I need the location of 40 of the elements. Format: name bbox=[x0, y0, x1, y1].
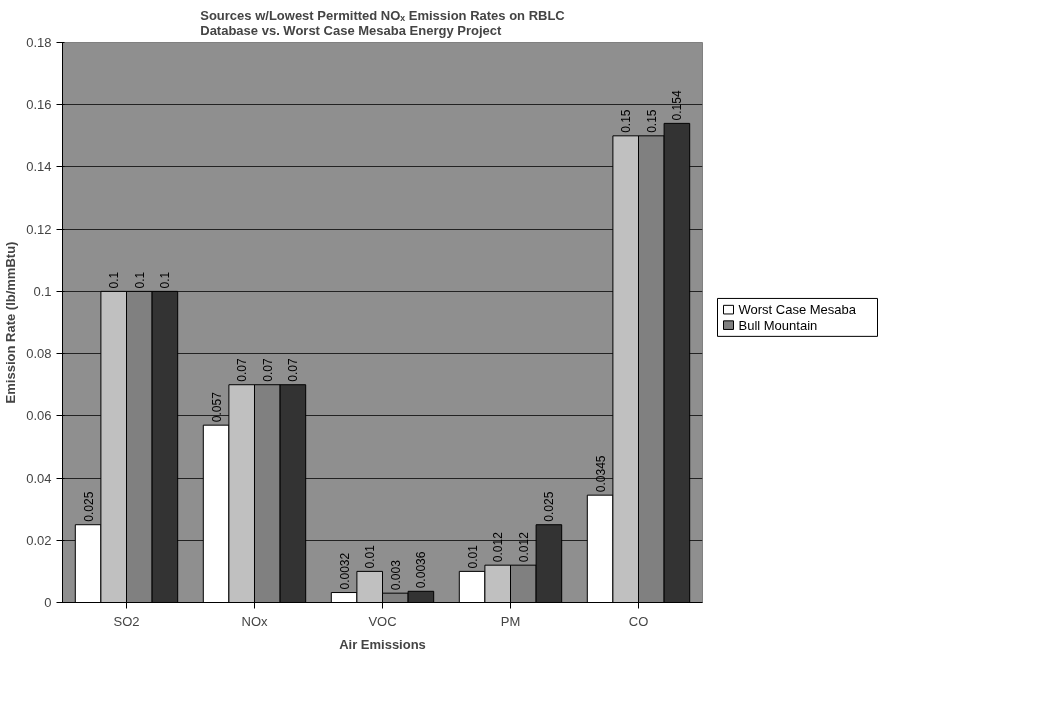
data-label: 0.003 bbox=[388, 559, 403, 591]
chart-title: Sources w/Lowest Permitted NOₓ Emission Rates on RBLC Database vs. Worst Case Mesaba Energy Project bbox=[200, 7, 566, 38]
y-tick-label: 0.04 bbox=[26, 470, 52, 486]
y-tick-label: 0.06 bbox=[26, 408, 52, 424]
data-label: 0.15 bbox=[644, 109, 659, 133]
y-tick-label: 0 bbox=[44, 595, 52, 610]
y-axis-title: Emission Rate (lb/mmBtu) bbox=[3, 241, 19, 404]
y-tick-label: 0.16 bbox=[26, 97, 52, 113]
data-label: 0.057 bbox=[209, 391, 224, 423]
y-tick-label: 0.02 bbox=[26, 532, 52, 548]
data-label: 0.154 bbox=[670, 90, 685, 121]
x-tick-label: VOC bbox=[368, 613, 397, 629]
data-label: 0.01 bbox=[363, 544, 378, 569]
data-label: 0.07 bbox=[260, 358, 275, 382]
data-label: 0.0036 bbox=[414, 551, 429, 589]
y-tick-label: 0.18 bbox=[26, 35, 52, 50]
data-label: 0.01 bbox=[465, 544, 480, 569]
x-tick-label: PM bbox=[500, 613, 521, 629]
y-tick-label: 0.1 bbox=[33, 283, 52, 299]
data-label: 0.025 bbox=[542, 491, 557, 522]
data-label: 0.0032 bbox=[337, 552, 352, 590]
legend-label: Worst Case Mesaba bbox=[738, 302, 857, 318]
y-tick-label: 0.14 bbox=[26, 159, 52, 175]
x-axis-title: Air Emissions bbox=[339, 636, 426, 652]
legend-label: Bull Mountain bbox=[738, 317, 818, 333]
x-tick-label: NOx bbox=[241, 613, 268, 629]
y-tick-label: 0.12 bbox=[26, 221, 52, 237]
data-label: 0.025 bbox=[81, 491, 96, 522]
data-label: 0.1 bbox=[132, 271, 147, 289]
data-label: 0.0345 bbox=[593, 455, 608, 493]
x-tick-label: SO2 bbox=[113, 613, 140, 629]
y-tick-label: 0.08 bbox=[26, 346, 52, 362]
data-label: 0.07 bbox=[286, 358, 301, 382]
x-tick-label: CO bbox=[628, 613, 649, 629]
data-label: 0.1 bbox=[158, 271, 173, 289]
data-label: 0.15 bbox=[619, 109, 634, 133]
data-label: 0.1 bbox=[107, 271, 122, 289]
data-label: 0.07 bbox=[235, 358, 250, 382]
data-label: 0.012 bbox=[516, 531, 531, 563]
data-label: 0.012 bbox=[491, 531, 506, 563]
